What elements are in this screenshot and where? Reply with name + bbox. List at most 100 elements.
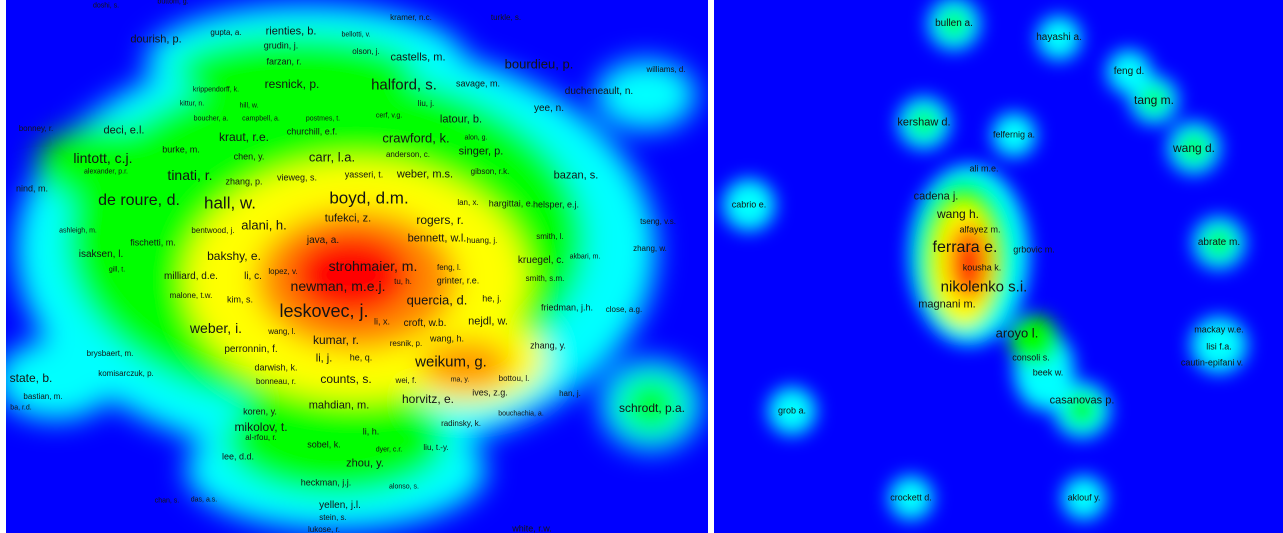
left-author-label[interactable]: tufekci, z.	[324, 212, 372, 225]
left-author-label[interactable]: zhou, y.	[346, 457, 384, 470]
left-author-label[interactable]: lee, d.d.	[221, 451, 255, 462]
left-author-label[interactable]: boucher, a.	[193, 115, 229, 123]
left-author-label[interactable]: bakshy, e.	[207, 249, 261, 263]
left-author-label[interactable]: singer, p.	[458, 145, 504, 158]
left-author-label[interactable]: doshi, s.	[92, 2, 120, 10]
left-author-label[interactable]: turkle, s.	[490, 13, 522, 22]
right-author-label[interactable]: alfayez m.	[959, 224, 1001, 235]
left-author-label[interactable]: bonneau, r.	[255, 377, 297, 386]
right-author-label[interactable]: cabrio e.	[731, 199, 767, 210]
left-author-label[interactable]: ba, r.d.	[10, 404, 32, 412]
left-author-label[interactable]: bennett, w.l.	[407, 232, 467, 245]
left-author-label[interactable]: bazan, s.	[553, 169, 599, 182]
left-author-label[interactable]: isaksen, l.	[78, 249, 124, 260]
left-author-label[interactable]: malone, t.w.	[169, 291, 213, 300]
left-author-label[interactable]: anderson, c.	[385, 150, 431, 159]
right-author-label[interactable]: wang h.	[936, 207, 980, 221]
left-author-label[interactable]: chen, y.	[233, 151, 265, 162]
left-author-label[interactable]: hargittai, e.	[488, 198, 534, 209]
left-author-label[interactable]: tinati, r.	[167, 167, 213, 183]
right-author-label[interactable]: felfernig a.	[992, 129, 1036, 140]
left-author-label[interactable]: ducheneault, n.	[564, 86, 634, 97]
left-author-label[interactable]: newman, m.e.j.	[290, 278, 386, 294]
left-author-label[interactable]: grudin, j.	[263, 40, 299, 51]
right-author-label[interactable]: beek w.	[1032, 367, 1064, 378]
left-author-label[interactable]: dyer, c.r.	[375, 446, 403, 454]
left-author-label[interactable]: mahdian, m.	[308, 399, 370, 412]
left-author-label[interactable]: horvitz, e.	[401, 392, 455, 406]
left-author-label[interactable]: alani, h.	[241, 217, 287, 233]
left-author-label[interactable]: strohmaier, m.	[328, 258, 418, 274]
left-author-label[interactable]: bottou, l.	[498, 374, 530, 383]
left-author-label[interactable]: friedman, j.h.	[540, 302, 594, 313]
left-author-label[interactable]: croft, w.b.	[403, 318, 447, 329]
left-author-label[interactable]: resnik, p.	[389, 339, 423, 348]
right-author-label[interactable]: cautin-epifani v.	[1180, 357, 1244, 368]
density-map-left[interactable]: doshi, s. buttom, g. kramer, n.c. turkle, s…	[6, 0, 714, 533]
left-author-label[interactable]: weber, m.s.	[396, 168, 454, 181]
right-author-label[interactable]: ferrara e.	[932, 239, 998, 256]
left-author-label[interactable]: gill, t.	[108, 266, 126, 274]
left-author-label[interactable]: krippendorff, k.	[192, 86, 240, 94]
left-author-label[interactable]: lukose, r.	[307, 525, 341, 533]
left-author-label[interactable]: boyd, d.m.	[329, 188, 409, 208]
left-author-label[interactable]: lan, x.	[457, 198, 479, 207]
right-author-label[interactable]: aroyo l.	[995, 325, 1039, 341]
right-author-label[interactable]: kousha k.	[962, 262, 1002, 273]
left-author-label[interactable]: dourish, p.	[130, 33, 182, 46]
left-author-label[interactable]: grinter, r.e.	[436, 275, 480, 286]
left-author-label[interactable]: white, r.w.	[512, 523, 552, 533]
left-author-label[interactable]: sobel, k.	[307, 439, 341, 450]
left-author-label[interactable]: counts, s.	[320, 372, 372, 386]
left-author-label[interactable]: he, q.	[349, 352, 373, 363]
right-author-label[interactable]: lisi f.a.	[1206, 341, 1232, 352]
left-author-label[interactable]: alon, g.	[464, 134, 488, 142]
left-author-label[interactable]: kumar, r.	[312, 333, 360, 347]
left-author-label[interactable]: cerf, v.g.	[375, 112, 403, 120]
left-author-label[interactable]: olson, j.	[352, 47, 380, 56]
left-author-label[interactable]: ives, z.g.	[472, 387, 508, 398]
right-author-label[interactable]: wang d.	[1172, 141, 1216, 155]
left-author-label[interactable]: smith, s.m.	[525, 274, 565, 283]
left-author-label[interactable]: zhang, w.	[633, 244, 667, 253]
left-author-label[interactable]: al-rfou, r.	[245, 433, 277, 442]
left-author-label[interactable]: kraut, r.e.	[218, 130, 270, 144]
left-author-label[interactable]: yasseri, t.	[344, 169, 384, 180]
right-author-label[interactable]: tang m.	[1133, 93, 1175, 107]
left-author-label[interactable]: deci, e.l.	[103, 124, 145, 137]
left-author-label[interactable]: yee, n.	[533, 103, 565, 114]
left-author-label[interactable]: kruegel, c.	[517, 255, 565, 266]
left-author-label[interactable]: zhang, y.	[530, 340, 566, 351]
left-author-label[interactable]: smith, l.	[536, 232, 564, 241]
left-author-label[interactable]: mikolov, t.	[234, 420, 288, 434]
left-author-label[interactable]: nind, m.	[15, 183, 49, 194]
left-author-label[interactable]: java, a.	[306, 235, 340, 246]
left-author-label[interactable]: huang, j.	[466, 236, 498, 245]
left-author-label[interactable]: darwish, k.	[254, 362, 298, 373]
left-author-label[interactable]: liu, j.	[417, 99, 435, 108]
left-author-label[interactable]: bellotti, v.	[341, 31, 371, 39]
right-author-label[interactable]: feng d.	[1113, 66, 1145, 77]
left-author-label[interactable]: farzan, r.	[266, 56, 302, 67]
left-author-label[interactable]: wang, l.	[268, 327, 296, 336]
left-author-label[interactable]: akbari, m.	[569, 253, 601, 261]
left-author-label[interactable]: alonso, s.	[389, 483, 419, 491]
left-author-label[interactable]: hill, w.	[239, 102, 259, 110]
left-author-label[interactable]: lopez, v.	[268, 267, 298, 276]
right-author-label[interactable]: bullen a.	[935, 18, 973, 29]
left-author-label[interactable]: chan, s.	[154, 497, 180, 505]
left-author-label[interactable]: postmes, t.	[305, 115, 341, 123]
right-author-label[interactable]: nikolenko s.i.	[940, 278, 1028, 296]
left-author-label[interactable]: yellen, j.l.	[319, 500, 361, 511]
right-author-label[interactable]: cadena j.	[913, 190, 959, 203]
left-author-label[interactable]: li, j.	[315, 352, 333, 365]
left-author-label[interactable]: kittur, n.	[179, 100, 205, 108]
right-author-label[interactable]: hayashi a.	[1036, 32, 1082, 43]
left-author-label[interactable]: koren, y.	[243, 406, 277, 417]
right-author-label[interactable]: kershaw d.	[897, 116, 951, 129]
right-author-label[interactable]: magnani m.	[918, 298, 976, 311]
right-author-label[interactable]: mackay w.e.	[1194, 324, 1244, 335]
left-author-label[interactable]: heckman, j.j.	[300, 477, 352, 488]
left-author-label[interactable]: rienties, b.	[265, 25, 317, 38]
left-author-label[interactable]: weikum, g.	[415, 353, 487, 371]
